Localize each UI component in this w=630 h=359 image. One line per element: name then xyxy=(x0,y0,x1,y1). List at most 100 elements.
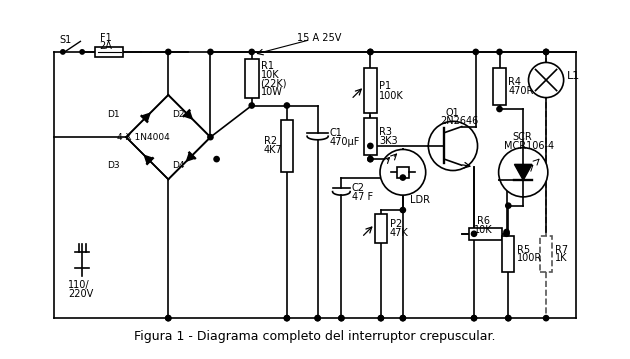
Text: Figura 1 - Diagrama completo del interruptor crepuscular.: Figura 1 - Diagrama completo del interru… xyxy=(134,330,496,344)
Text: 4 X 1N4004: 4 X 1N4004 xyxy=(117,132,170,142)
Circle shape xyxy=(378,316,384,321)
Circle shape xyxy=(504,231,509,237)
Text: L1: L1 xyxy=(567,71,580,81)
Circle shape xyxy=(544,316,549,321)
Circle shape xyxy=(249,49,255,55)
Text: SCR: SCR xyxy=(513,132,532,142)
Text: 470μF: 470μF xyxy=(330,136,360,146)
Circle shape xyxy=(166,316,171,321)
Circle shape xyxy=(471,316,477,321)
Text: R4: R4 xyxy=(508,77,521,87)
Text: LDR: LDR xyxy=(410,195,430,205)
Circle shape xyxy=(400,316,406,321)
Circle shape xyxy=(380,149,426,195)
Circle shape xyxy=(471,231,477,237)
Text: 2N2646: 2N2646 xyxy=(440,116,479,126)
Circle shape xyxy=(471,316,477,321)
Bar xyxy=(244,59,259,98)
Text: MCR106-4: MCR106-4 xyxy=(504,141,554,151)
Circle shape xyxy=(473,49,478,55)
Text: P2: P2 xyxy=(390,219,402,229)
Polygon shape xyxy=(184,111,192,119)
Circle shape xyxy=(400,316,406,321)
Polygon shape xyxy=(142,113,150,122)
Circle shape xyxy=(60,50,65,54)
Text: R2: R2 xyxy=(264,136,277,146)
Text: R7: R7 xyxy=(555,244,568,255)
Circle shape xyxy=(368,157,373,162)
Bar xyxy=(469,228,502,240)
Bar xyxy=(493,68,506,104)
Text: 470R: 470R xyxy=(508,85,534,95)
Text: D3: D3 xyxy=(106,161,120,170)
Circle shape xyxy=(284,316,290,321)
Text: 10W: 10W xyxy=(261,87,282,97)
Circle shape xyxy=(339,316,344,321)
Text: 110/: 110/ xyxy=(68,280,89,290)
Text: (22K): (22K) xyxy=(261,79,287,89)
Text: 2A: 2A xyxy=(100,41,113,51)
Bar xyxy=(364,118,377,155)
Circle shape xyxy=(368,157,373,162)
Text: 3K3: 3K3 xyxy=(379,136,398,146)
Circle shape xyxy=(544,49,549,55)
Circle shape xyxy=(506,203,511,208)
Circle shape xyxy=(497,49,502,55)
Polygon shape xyxy=(144,155,153,164)
Circle shape xyxy=(284,316,290,321)
Circle shape xyxy=(498,148,548,197)
Text: F1: F1 xyxy=(100,33,112,43)
Circle shape xyxy=(368,49,373,55)
Circle shape xyxy=(339,316,344,321)
Bar xyxy=(281,120,293,172)
Text: Q1: Q1 xyxy=(446,108,460,117)
Circle shape xyxy=(504,229,509,235)
Text: R5: R5 xyxy=(517,244,530,255)
Circle shape xyxy=(506,316,511,321)
Circle shape xyxy=(166,316,171,321)
Bar xyxy=(95,47,123,57)
Circle shape xyxy=(284,103,290,108)
Text: 15 A 25V: 15 A 25V xyxy=(297,33,342,43)
Circle shape xyxy=(544,49,549,55)
Bar xyxy=(375,214,387,243)
Text: D4: D4 xyxy=(172,161,185,170)
Circle shape xyxy=(80,50,84,54)
Circle shape xyxy=(368,49,373,55)
Circle shape xyxy=(166,49,171,55)
Text: 4K7: 4K7 xyxy=(264,145,283,155)
Circle shape xyxy=(208,135,213,140)
Text: S1: S1 xyxy=(59,34,72,45)
Circle shape xyxy=(208,49,213,55)
Text: 47K: 47K xyxy=(390,228,408,238)
Bar xyxy=(540,237,553,271)
Circle shape xyxy=(315,316,320,321)
Bar xyxy=(364,68,377,113)
Text: D2: D2 xyxy=(172,110,185,119)
Circle shape xyxy=(497,106,502,112)
Text: 47 F: 47 F xyxy=(352,192,373,202)
Circle shape xyxy=(249,103,255,108)
Text: R1: R1 xyxy=(261,61,273,71)
Circle shape xyxy=(428,121,478,171)
Circle shape xyxy=(400,208,406,213)
Text: R3: R3 xyxy=(379,127,392,137)
Bar xyxy=(397,167,409,178)
Circle shape xyxy=(214,157,219,162)
Text: 10K: 10K xyxy=(261,70,279,80)
Text: R6: R6 xyxy=(477,216,490,227)
Text: 10K: 10K xyxy=(474,225,493,235)
Polygon shape xyxy=(515,164,532,180)
Circle shape xyxy=(400,175,406,180)
Bar xyxy=(502,237,515,271)
Polygon shape xyxy=(186,153,195,161)
Text: C1: C1 xyxy=(330,128,343,138)
Circle shape xyxy=(506,316,511,321)
Circle shape xyxy=(378,316,384,321)
Circle shape xyxy=(315,316,320,321)
Text: 1K: 1K xyxy=(555,253,568,264)
Circle shape xyxy=(529,62,564,98)
Text: 100R: 100R xyxy=(517,253,542,264)
Text: P1: P1 xyxy=(379,81,391,91)
Circle shape xyxy=(368,143,373,149)
